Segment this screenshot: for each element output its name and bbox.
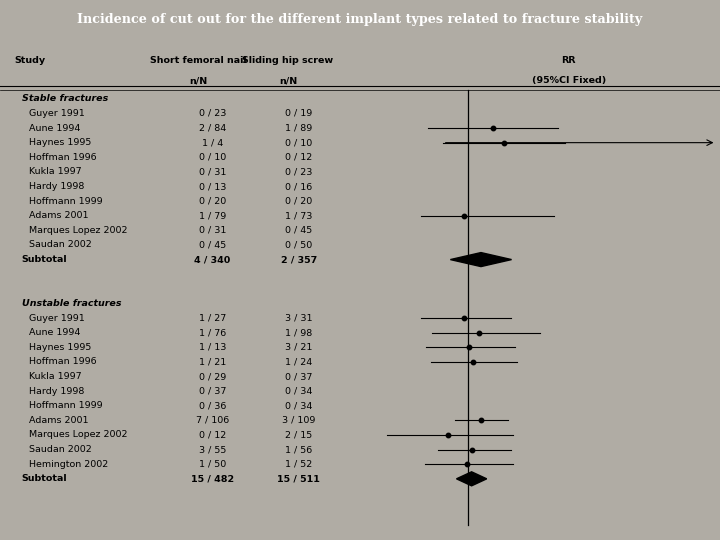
Text: 15 / 511: 15 / 511 <box>277 474 320 483</box>
Text: Saudan 2002: Saudan 2002 <box>29 240 91 249</box>
Text: 15 / 482: 15 / 482 <box>191 474 234 483</box>
Text: 1 / 13: 1 / 13 <box>199 343 226 352</box>
Polygon shape <box>451 253 511 267</box>
Text: 0 / 23: 0 / 23 <box>285 167 312 177</box>
Text: 0 / 31: 0 / 31 <box>199 167 226 177</box>
Text: 0 / 16: 0 / 16 <box>285 182 312 191</box>
Text: 3 / 109: 3 / 109 <box>282 416 315 425</box>
Text: 2 / 84: 2 / 84 <box>199 124 226 132</box>
Text: Hoffmann 1999: Hoffmann 1999 <box>29 197 102 206</box>
Text: Aune 1994: Aune 1994 <box>29 328 80 337</box>
Text: Study: Study <box>14 56 45 65</box>
Text: 1 / 24: 1 / 24 <box>285 357 312 367</box>
Text: 1 / 89: 1 / 89 <box>285 124 312 132</box>
Text: Marques Lopez 2002: Marques Lopez 2002 <box>29 430 127 440</box>
Text: 1 / 27: 1 / 27 <box>199 314 226 322</box>
Text: Hemington 2002: Hemington 2002 <box>29 460 108 469</box>
Text: Aune 1994: Aune 1994 <box>29 124 80 132</box>
Text: Haynes 1995: Haynes 1995 <box>29 343 91 352</box>
Text: Short femoral nail: Short femoral nail <box>150 56 246 65</box>
Text: (95%CI Fixed): (95%CI Fixed) <box>531 77 606 85</box>
Text: n/N: n/N <box>279 77 297 85</box>
Text: Sliding hip screw: Sliding hip screw <box>243 56 333 65</box>
Text: 0 / 36: 0 / 36 <box>199 401 226 410</box>
Text: 0 / 34: 0 / 34 <box>285 401 312 410</box>
Text: 0 / 13: 0 / 13 <box>199 182 226 191</box>
Text: RR: RR <box>562 56 576 65</box>
Text: n/N: n/N <box>189 77 207 85</box>
Text: 0 / 10: 0 / 10 <box>199 153 226 162</box>
Text: 1 / 50: 1 / 50 <box>199 460 226 469</box>
Polygon shape <box>456 472 487 486</box>
Text: 3 / 55: 3 / 55 <box>199 445 226 454</box>
Text: Kukla 1997: Kukla 1997 <box>29 167 81 177</box>
Text: 1 / 76: 1 / 76 <box>199 328 226 337</box>
Text: 1 / 4: 1 / 4 <box>202 138 223 147</box>
Text: 0 / 45: 0 / 45 <box>285 226 312 235</box>
Text: 0 / 34: 0 / 34 <box>285 387 312 396</box>
Text: Stable fractures: Stable fractures <box>22 94 108 103</box>
Text: Hardy 1998: Hardy 1998 <box>29 387 84 396</box>
Text: Subtotal: Subtotal <box>22 474 67 483</box>
Text: 1 / 52: 1 / 52 <box>285 460 312 469</box>
Text: 1 / 56: 1 / 56 <box>285 445 312 454</box>
Text: 0 / 29: 0 / 29 <box>199 372 226 381</box>
Text: 0 / 12: 0 / 12 <box>285 153 312 162</box>
Text: Marques Lopez 2002: Marques Lopez 2002 <box>29 226 127 235</box>
Text: Incidence of cut out for the different implant types related to fracture stabili: Incidence of cut out for the different i… <box>77 13 643 26</box>
Text: 0 / 20: 0 / 20 <box>199 197 226 206</box>
Text: Adams 2001: Adams 2001 <box>29 211 89 220</box>
Text: 0 / 37: 0 / 37 <box>285 372 312 381</box>
Text: 0 / 50: 0 / 50 <box>285 240 312 249</box>
Text: Unstable fractures: Unstable fractures <box>22 299 121 308</box>
Text: 0 / 10: 0 / 10 <box>285 138 312 147</box>
Text: Haynes 1995: Haynes 1995 <box>29 138 91 147</box>
Text: Hoffmann 1999: Hoffmann 1999 <box>29 401 102 410</box>
Text: 0 / 45: 0 / 45 <box>199 240 226 249</box>
Text: 2 / 357: 2 / 357 <box>281 255 317 264</box>
Text: 4 / 340: 4 / 340 <box>194 255 230 264</box>
Text: 1 / 98: 1 / 98 <box>285 328 312 337</box>
Text: 1 / 79: 1 / 79 <box>199 211 226 220</box>
Text: 1 / 73: 1 / 73 <box>285 211 312 220</box>
Text: 0 / 19: 0 / 19 <box>285 109 312 118</box>
Text: Hardy 1998: Hardy 1998 <box>29 182 84 191</box>
Text: Guyer 1991: Guyer 1991 <box>29 109 84 118</box>
Text: Kukla 1997: Kukla 1997 <box>29 372 81 381</box>
Text: 0 / 12: 0 / 12 <box>199 430 226 440</box>
Text: Hoffman 1996: Hoffman 1996 <box>29 153 96 162</box>
Text: Adams 2001: Adams 2001 <box>29 416 89 425</box>
Text: 0 / 37: 0 / 37 <box>199 387 226 396</box>
Text: 0 / 20: 0 / 20 <box>285 197 312 206</box>
Text: Subtotal: Subtotal <box>22 255 67 264</box>
Text: 0 / 23: 0 / 23 <box>199 109 226 118</box>
Text: 3 / 21: 3 / 21 <box>285 343 312 352</box>
Text: 0 / 31: 0 / 31 <box>199 226 226 235</box>
Text: Saudan 2002: Saudan 2002 <box>29 445 91 454</box>
Text: Guyer 1991: Guyer 1991 <box>29 314 84 322</box>
Text: 1 / 21: 1 / 21 <box>199 357 226 367</box>
Text: 2 / 15: 2 / 15 <box>285 430 312 440</box>
Text: 7 / 106: 7 / 106 <box>196 416 229 425</box>
Text: 3 / 31: 3 / 31 <box>285 314 312 322</box>
Text: Hoffman 1996: Hoffman 1996 <box>29 357 96 367</box>
